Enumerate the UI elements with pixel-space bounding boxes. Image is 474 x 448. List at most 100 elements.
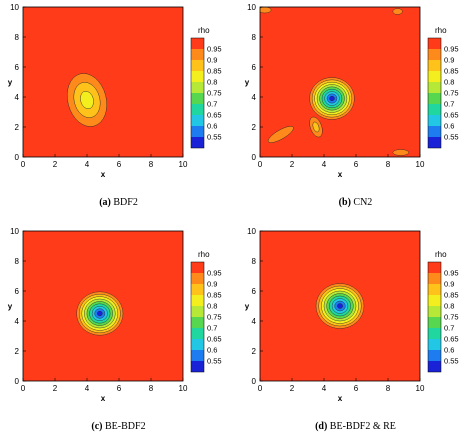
colorbar-swatch [428,93,441,104]
panel-caption: (a) BDF2 [0,197,237,208]
x-axis-label: x [101,170,106,179]
colorbar-swatch [191,273,204,284]
colorbar-swatch [428,126,441,137]
x-tick-label: 8 [149,160,154,169]
caption-text: BDF2 [110,197,138,208]
contour-plot: 00 2 2 4 4 6 6 8 8 10 10 x y rho 0.95 0.9 0.85 0.8 0.75 0.7… [245,227,459,403]
colorbar-swatch [428,262,441,273]
y-tick-label: 2 [15,347,20,356]
colorbar-swatch [191,262,204,273]
y-tick-label: 4 [15,93,20,102]
colorbar-title: rho [435,26,447,35]
panel-caption: (d) BE-BDF2 & RE [237,421,474,432]
colorbar-label: 0.75 [207,89,222,98]
x-tick-label: 2 [290,160,295,169]
colorbar-label: 0.65 [444,335,459,344]
colorbar-label: 0.55 [444,133,459,142]
contour-band [337,303,343,309]
x-tick-label: 4 [322,160,327,169]
colorbar-swatch [428,38,441,49]
y-axis-label: y [245,302,250,311]
y-tick-label: 2 [252,123,257,132]
colorbar-label: 0.9 [207,280,217,289]
colorbar-swatch [191,295,204,306]
x-tick-label: 4 [322,384,327,393]
x-tick-label: 10 [179,160,188,169]
colorbar-label: 0.7 [207,100,217,109]
x-axis-label: x [338,170,343,179]
colorbar-label: 0.85 [444,67,459,76]
colorbar-swatch [191,137,204,148]
colorbar-swatch [191,284,204,295]
y-axis-label: y [8,78,13,87]
colorbar-swatch [428,82,441,93]
colorbar-label: 0.6 [207,346,217,355]
colorbar-swatch [191,328,204,339]
colorbar-label: 0.75 [207,313,222,322]
colorbar-label: 0.7 [207,324,217,333]
colorbar-swatch [191,71,204,82]
contour-band [392,8,403,15]
colorbar-title: rho [198,26,210,35]
y-tick-label: 8 [15,257,20,266]
y-tick-label: 0 [252,377,257,386]
x-tick-label: 0 [258,384,263,393]
contour-plot: 00 2 2 4 4 6 6 8 8 10 10 x y rho 0.95 0.9 0.85 0.8 0.75 0.7… [245,3,459,179]
colorbar-swatch [191,126,204,137]
colorbar-label: 0.85 [444,291,459,300]
contour-band [312,121,320,133]
colorbar-title: rho [198,250,210,259]
colorbar-label: 0.9 [444,280,454,289]
chart-panel: 0 0 2 2 4 4 6 6 8 8 10 10 x y rho 0.95 0.9 0.85 0.8 0.75 0.7… [237,0,474,224]
x-tick-label: 10 [416,160,425,169]
colorbar-swatch [428,339,441,350]
colorbar-label: 0.85 [207,291,222,300]
x-tick-label: 6 [117,160,122,169]
colorbar-label: 0.6 [207,122,217,131]
colorbar-swatch [428,284,441,295]
colorbar-label: 0.75 [444,89,459,98]
x-tick-label: 8 [386,160,391,169]
x-tick-label: 8 [386,384,391,393]
x-tick-label: 6 [354,160,359,169]
colorbar-label: 0.95 [207,269,222,278]
y-tick-label: 2 [15,123,20,132]
colorbar-swatch [428,49,441,60]
x-axis-label: x [101,394,106,403]
contour-plot: 00 2 2 4 4 6 6 8 8 10 10 x y rho 0.95 0.9 0.85 0.8 0.75 0.7… [8,227,222,403]
y-tick-label: 10 [247,227,256,236]
y-tick-label: 0 [15,377,20,386]
colorbar-label: 0.9 [207,56,217,65]
contour-band [392,149,410,156]
colorbar-label: 0.55 [444,357,459,366]
colorbar-label: 0.55 [207,133,222,142]
x-tick-label: 2 [290,384,295,393]
plot-frame [259,230,421,382]
x-tick-label: 0 [258,160,263,169]
x-tick-label: 4 [85,384,90,393]
contour-band [329,95,335,102]
colorbar-label: 0.9 [444,56,454,65]
plot-frame [22,6,184,158]
colorbar-swatch [191,317,204,328]
y-tick-label: 4 [15,317,20,326]
colorbar-swatch [428,71,441,82]
colorbar-label: 0.8 [207,302,217,311]
colorbar-label: 0.8 [444,78,454,87]
colorbar-swatch [191,82,204,93]
colorbar-label: 0.55 [207,357,222,366]
colorbar-swatch [191,350,204,361]
chart-panel: 0 0 2 2 4 4 6 6 8 8 10 10 x y rho 0.95 0.9 0.85 0.8 0.75 0.7… [0,224,237,448]
contour-band [267,126,294,143]
x-tick-label: 0 [21,384,26,393]
y-tick-label: 4 [252,317,257,326]
colorbar-swatch [428,350,441,361]
chart-panel: 0 0 2 2 4 4 6 6 8 8 10 10 x y rho 0.95 0.9 0.85 0.8 0.75 0.7… [0,0,237,224]
y-tick-label: 8 [252,257,257,266]
colorbar-label: 0.7 [444,100,454,109]
x-tick-label: 4 [85,160,90,169]
contour-background [23,7,183,157]
plot-frame [259,6,421,158]
y-tick-label: 6 [15,63,20,72]
x-tick-label: 6 [117,384,122,393]
